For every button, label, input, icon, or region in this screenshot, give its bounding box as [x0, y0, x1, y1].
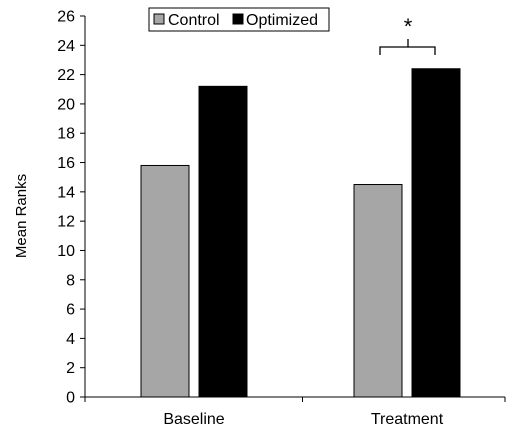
- bars-layer: [140, 68, 461, 398]
- x-category-label-treatment: Treatment: [371, 411, 444, 428]
- y-tick-label: 20: [57, 96, 75, 113]
- y-tick-label: 16: [57, 155, 75, 172]
- y-tick-label: 4: [66, 331, 75, 348]
- significance-annotation: *: [379, 14, 436, 55]
- significance-star: *: [404, 14, 413, 39]
- y-tick-label: 24: [57, 38, 75, 55]
- bar-optimized-treatment: [411, 68, 461, 398]
- legend-label-optimized: Optimized: [246, 12, 318, 29]
- x-category-label-baseline: Baseline: [163, 411, 224, 428]
- y-tick-label: 22: [57, 67, 75, 84]
- y-tick-label: 2: [66, 360, 75, 377]
- legend-label-control: Control: [168, 12, 220, 29]
- y-axis-title: Mean Ranks: [13, 174, 30, 258]
- y-tick-label: 26: [57, 9, 75, 26]
- y-tick-label: 12: [57, 214, 75, 231]
- y-tick-label: 18: [57, 126, 75, 143]
- y-tick-label: 0: [66, 390, 75, 407]
- bar-optimized-baseline: [198, 85, 248, 398]
- y-tick-label: 14: [57, 184, 75, 201]
- y-tick-label: 8: [66, 272, 75, 289]
- significance-bracket: [379, 39, 436, 55]
- bar-control-treatment: [353, 184, 403, 398]
- y-tick-label: 6: [66, 302, 75, 319]
- legend: Control Optimized: [148, 7, 330, 32]
- y-tick-label: 10: [57, 243, 75, 260]
- bar-control-baseline: [140, 164, 190, 398]
- axes-layer: [80, 15, 506, 402]
- legend-swatch-control: [153, 13, 165, 25]
- legend-swatch-optimized: [232, 13, 244, 25]
